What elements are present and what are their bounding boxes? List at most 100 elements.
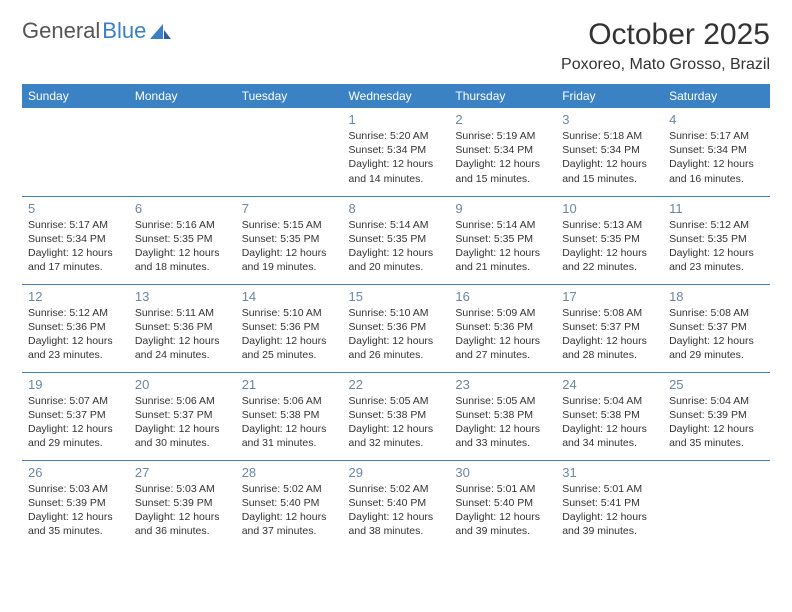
day-of-week-header: Sunday — [22, 84, 129, 108]
day-details: Sunrise: 5:03 AMSunset: 5:39 PMDaylight:… — [28, 482, 123, 539]
calendar-body: 1 Sunrise: 5:20 AMSunset: 5:34 PMDaylight… — [22, 108, 770, 548]
calendar-row: 26 Sunrise: 5:03 AMSunset: 5:39 PMDayligh… — [22, 460, 770, 548]
day-details: Sunrise: 5:05 AMSunset: 5:38 PMDaylight:… — [349, 394, 444, 451]
calendar-cell: 12Sunrise: 5:12 AMSunset: 5:36 PMDayligh… — [22, 284, 129, 372]
day-number: 3 — [562, 112, 657, 127]
calendar-cell: 13 Sunrise: 5:11 AMSunset: 5:36 PMDayligh… — [129, 284, 236, 372]
day-details: Sunrise: 5:01 AMSunset: 5:40 PMDaylight:… — [455, 482, 550, 539]
day-number: 14 — [242, 289, 337, 304]
calendar-cell — [129, 108, 236, 196]
day-number: 19 — [28, 377, 123, 392]
day-of-week-header: Wednesday — [343, 84, 450, 108]
calendar-cell: 31Sunrise: 5:01 AMSunset: 5:41 PMDayligh… — [556, 460, 663, 548]
day-number: 31 — [562, 465, 657, 480]
day-number: 20 — [135, 377, 230, 392]
day-of-week-header: Saturday — [663, 84, 770, 108]
header: GeneralBlue October 2025 Poxoreo, Mato G… — [22, 18, 770, 74]
day-details: Sunrise: 5:16 AMSunset: 5:35 PMDaylight:… — [135, 218, 230, 275]
day-number: 11 — [669, 201, 764, 216]
day-details: Sunrise: 5:08 AMSunset: 5:37 PMDaylight:… — [562, 306, 657, 363]
calendar-table: SundayMondayTuesdayWednesdayThursdayFrid… — [22, 84, 770, 548]
day-number: 5 — [28, 201, 123, 216]
day-number: 16 — [455, 289, 550, 304]
day-details: Sunrise: 5:11 AMSunset: 5:36 PMDaylight:… — [135, 306, 230, 363]
day-number: 26 — [28, 465, 123, 480]
day-number: 6 — [135, 201, 230, 216]
calendar-cell: 3 Sunrise: 5:18 AMSunset: 5:34 PMDaylight… — [556, 108, 663, 196]
calendar-row: 5 Sunrise: 5:17 AMSunset: 5:34 PMDaylight… — [22, 196, 770, 284]
calendar-cell — [236, 108, 343, 196]
calendar-row: 1 Sunrise: 5:20 AMSunset: 5:34 PMDaylight… — [22, 108, 770, 196]
calendar-cell: 20 Sunrise: 5:06 AMSunset: 5:37 PMDayligh… — [129, 372, 236, 460]
calendar-cell: 5 Sunrise: 5:17 AMSunset: 5:34 PMDaylight… — [22, 196, 129, 284]
day-number: 9 — [455, 201, 550, 216]
day-number: 28 — [242, 465, 337, 480]
day-number: 22 — [349, 377, 444, 392]
logo-sail-icon — [150, 22, 172, 40]
day-number: 29 — [349, 465, 444, 480]
day-details: Sunrise: 5:13 AMSunset: 5:35 PMDaylight:… — [562, 218, 657, 275]
calendar-cell: 4 Sunrise: 5:17 AMSunset: 5:34 PMDaylight… — [663, 108, 770, 196]
day-details: Sunrise: 5:08 AMSunset: 5:37 PMDaylight:… — [669, 306, 764, 363]
day-details: Sunrise: 5:20 AMSunset: 5:34 PMDaylight:… — [349, 129, 444, 186]
day-number: 15 — [349, 289, 444, 304]
location: Poxoreo, Mato Grosso, Brazil — [561, 56, 770, 74]
day-of-week-header: Thursday — [449, 84, 556, 108]
day-number: 8 — [349, 201, 444, 216]
calendar-cell: 19 Sunrise: 5:07 AMSunset: 5:37 PMDayligh… — [22, 372, 129, 460]
month-title: October 2025 — [561, 18, 770, 52]
day-details: Sunrise: 5:17 AMSunset: 5:34 PMDaylight:… — [28, 218, 123, 275]
day-details: Sunrise: 5:04 AMSunset: 5:38 PMDaylight:… — [562, 394, 657, 451]
calendar-cell: 18 Sunrise: 5:08 AMSunset: 5:37 PMDayligh… — [663, 284, 770, 372]
calendar-cell: 9 Sunrise: 5:14 AMSunset: 5:35 PMDaylight… — [449, 196, 556, 284]
calendar-cell: 30 Sunrise: 5:01 AMSunset: 5:40 PMDayligh… — [449, 460, 556, 548]
day-number: 21 — [242, 377, 337, 392]
day-number: 27 — [135, 465, 230, 480]
day-details: Sunrise: 5:06 AMSunset: 5:37 PMDaylight:… — [135, 394, 230, 451]
day-details: Sunrise: 5:06 AMSunset: 5:38 PMDaylight:… — [242, 394, 337, 451]
day-number: 1 — [349, 112, 444, 127]
calendar-cell: 10 Sunrise: 5:13 AMSunset: 5:35 PMDayligh… — [556, 196, 663, 284]
day-details: Sunrise: 5:15 AMSunset: 5:35 PMDaylight:… — [242, 218, 337, 275]
calendar-cell: 2Sunrise: 5:19 AMSunset: 5:34 PMDaylight… — [449, 108, 556, 196]
calendar-cell: 8Sunrise: 5:14 AMSunset: 5:35 PMDaylight… — [343, 196, 450, 284]
calendar-cell: 15 Sunrise: 5:10 AMSunset: 5:36 PMDayligh… — [343, 284, 450, 372]
calendar-cell: 7 Sunrise: 5:15 AMSunset: 5:35 PMDaylight… — [236, 196, 343, 284]
day-details: Sunrise: 5:18 AMSunset: 5:34 PMDaylight:… — [562, 129, 657, 186]
calendar-cell: 22 Sunrise: 5:05 AMSunset: 5:38 PMDayligh… — [343, 372, 450, 460]
day-details: Sunrise: 5:12 AMSunset: 5:36 PMDaylight:… — [28, 306, 123, 363]
logo-text-general: General — [22, 18, 100, 44]
day-details: Sunrise: 5:03 AMSunset: 5:39 PMDaylight:… — [135, 482, 230, 539]
day-number: 30 — [455, 465, 550, 480]
day-details: Sunrise: 5:10 AMSunset: 5:36 PMDaylight:… — [242, 306, 337, 363]
calendar-cell: 16 Sunrise: 5:09 AMSunset: 5:36 PMDayligh… — [449, 284, 556, 372]
day-of-week-header: Friday — [556, 84, 663, 108]
day-details: Sunrise: 5:17 AMSunset: 5:34 PMDaylight:… — [669, 129, 764, 186]
day-of-week-header: Monday — [129, 84, 236, 108]
day-number: 10 — [562, 201, 657, 216]
day-number: 23 — [455, 377, 550, 392]
logo-text-blue: Blue — [102, 18, 146, 44]
day-number: 18 — [669, 289, 764, 304]
calendar-cell: 24Sunrise: 5:04 AMSunset: 5:38 PMDayligh… — [556, 372, 663, 460]
calendar-cell — [22, 108, 129, 196]
day-number: 7 — [242, 201, 337, 216]
calendar-cell: 27 Sunrise: 5:03 AMSunset: 5:39 PMDayligh… — [129, 460, 236, 548]
day-number: 17 — [562, 289, 657, 304]
calendar-cell: 28Sunrise: 5:02 AMSunset: 5:40 PMDayligh… — [236, 460, 343, 548]
calendar-cell — [663, 460, 770, 548]
calendar-cell: 21 Sunrise: 5:06 AMSunset: 5:38 PMDayligh… — [236, 372, 343, 460]
calendar-cell: 23 Sunrise: 5:05 AMSunset: 5:38 PMDayligh… — [449, 372, 556, 460]
day-details: Sunrise: 5:12 AMSunset: 5:35 PMDaylight:… — [669, 218, 764, 275]
day-number: 13 — [135, 289, 230, 304]
day-details: Sunrise: 5:05 AMSunset: 5:38 PMDaylight:… — [455, 394, 550, 451]
day-number: 4 — [669, 112, 764, 127]
day-details: Sunrise: 5:07 AMSunset: 5:37 PMDaylight:… — [28, 394, 123, 451]
day-details: Sunrise: 5:02 AMSunset: 5:40 PMDaylight:… — [349, 482, 444, 539]
day-details: Sunrise: 5:09 AMSunset: 5:36 PMDaylight:… — [455, 306, 550, 363]
calendar-cell: 29 Sunrise: 5:02 AMSunset: 5:40 PMDayligh… — [343, 460, 450, 548]
calendar-row: 19 Sunrise: 5:07 AMSunset: 5:37 PMDayligh… — [22, 372, 770, 460]
calendar-cell: 25Sunrise: 5:04 AMSunset: 5:39 PMDayligh… — [663, 372, 770, 460]
day-details: Sunrise: 5:14 AMSunset: 5:35 PMDaylight:… — [455, 218, 550, 275]
day-details: Sunrise: 5:10 AMSunset: 5:36 PMDaylight:… — [349, 306, 444, 363]
